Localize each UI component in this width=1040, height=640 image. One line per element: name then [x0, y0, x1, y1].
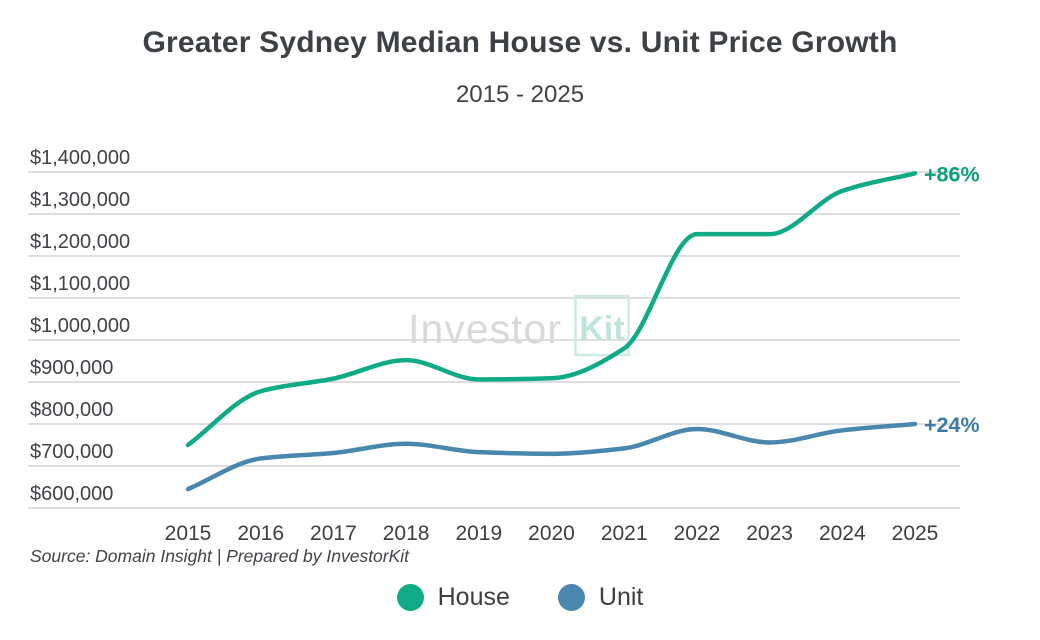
y-tick-label: $900,000: [30, 357, 113, 379]
x-tick-label: 2020: [528, 522, 575, 545]
x-tick-label: 2019: [455, 522, 502, 545]
x-tick-label: 2023: [746, 522, 793, 545]
x-tick-label: 2018: [383, 522, 430, 545]
house-series-swatch: [396, 584, 424, 611]
y-tick-label: $1,100,000: [30, 273, 130, 295]
unit-series-swatch: [557, 584, 585, 611]
watermark-investor-text: Investor: [408, 306, 562, 352]
source-note: Source: Domain Insight | Prepared by Inv…: [30, 546, 410, 566]
unit-line: [185, 421, 918, 492]
x-tick-label: 2016: [237, 522, 284, 545]
y-tick-label: $1,400,000: [30, 147, 130, 169]
x-tick-label: 2017: [310, 522, 357, 545]
y-tick-label: $800,000: [30, 399, 113, 421]
chart-subtitle: 2015 - 2025: [455, 81, 585, 108]
y-tick-label: $1,300,000: [30, 189, 130, 211]
y-tick-label: $1,000,000: [30, 315, 130, 337]
x-tick-label: 2025: [892, 522, 939, 545]
x-tick-label: 2022: [674, 522, 721, 545]
legend-item-house: House: [396, 583, 510, 612]
y-tick-label: $600,000: [30, 483, 113, 505]
house-line: [185, 171, 918, 448]
watermark-kit-text: Kit: [579, 310, 624, 348]
x-tick-label: 2015: [165, 522, 212, 545]
y-tick-label: $1,200,000: [30, 231, 130, 253]
chart-title: Greater Sydney Median House vs. Unit Pri…: [142, 26, 898, 59]
x-axis-labels: 2015 2016 2017 2018 2019 2020 2021 2022 2023 2024…: [165, 522, 939, 545]
unit-series-label: Unit: [598, 583, 644, 611]
legend-item-unit: Unit: [557, 583, 644, 612]
house-growth-label: +86%: [924, 162, 980, 186]
x-tick-label: 2021: [601, 522, 648, 545]
y-tick-label: $700,000: [30, 441, 113, 463]
house-series-label: House: [437, 583, 510, 611]
y-axis-labels: $600,000 $700,000 $800,000 $900,000 $1,000,0…: [30, 147, 130, 505]
unit-growth-label: +24%: [924, 413, 980, 437]
investorkit-watermark: Investor Kit: [408, 294, 630, 357]
watermark-kit-box: [574, 294, 630, 357]
x-tick-label: 2024: [819, 522, 866, 545]
chart-legend: House Unit: [0, 583, 1040, 612]
